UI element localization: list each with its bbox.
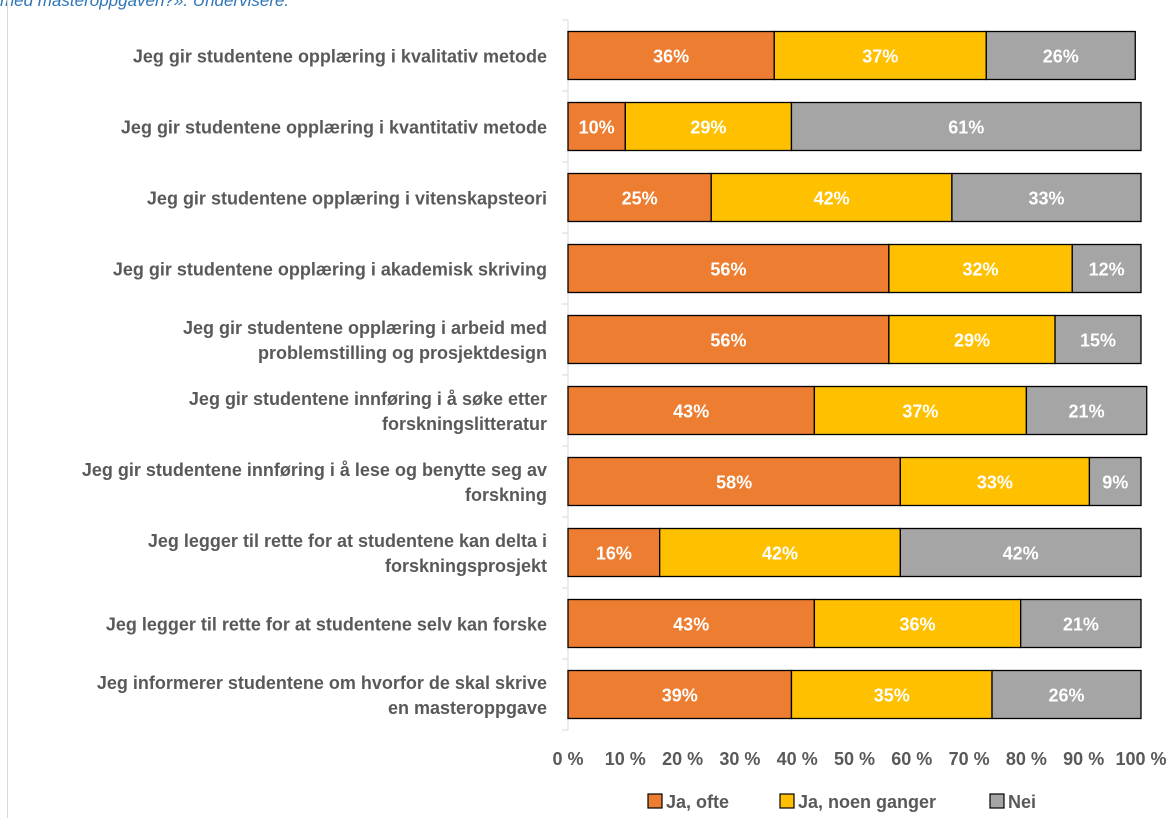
bar-data-label: 33% — [1028, 189, 1064, 209]
x-tick-label: 20 % — [662, 749, 703, 769]
bar-data-label: 25% — [622, 189, 658, 209]
bar-data-label: 21% — [1063, 615, 1099, 635]
legend-swatch — [779, 793, 795, 809]
bar-segment — [659, 527, 901, 578]
category-labels: Jeg gir studentene opplæring i kvalitati… — [82, 47, 547, 719]
chart-caption: med masteroppgaven?». Undervisere. — [0, 0, 290, 10]
bar-segment — [1071, 243, 1142, 294]
bar-data-label: 32% — [963, 260, 999, 280]
bar-data-label: 9% — [1102, 473, 1128, 493]
category-label: Jeg gir studentene opplæring i arbeid me… — [183, 318, 547, 338]
bar-data-label: 36% — [900, 615, 936, 635]
category-label: Jeg gir studentene opplæring i akademisk… — [113, 260, 547, 280]
bar-segment — [790, 669, 993, 720]
bar-data-label: 15% — [1080, 331, 1116, 351]
bar-segment — [1020, 598, 1142, 649]
bar-data-label: 43% — [673, 615, 709, 635]
bar-segment — [1054, 314, 1142, 365]
x-tick-label: 70 % — [949, 749, 990, 769]
bar-data-label: 56% — [710, 260, 746, 280]
bar-segment — [813, 385, 1028, 436]
bar-segment — [567, 172, 712, 223]
bar-segment — [985, 30, 1136, 81]
bar-segment — [567, 243, 890, 294]
legend-swatch — [989, 793, 1005, 809]
bar-data-label: 12% — [1089, 260, 1125, 280]
bar-segment — [899, 527, 1142, 578]
legend-label: Nei — [1008, 792, 1036, 812]
category-label: Jeg legger til rette for at studentene k… — [148, 531, 547, 551]
legend-swatch — [647, 793, 663, 809]
bar-segment — [951, 172, 1142, 223]
category-label: Jeg gir studentene innføring i å lese og… — [82, 460, 547, 480]
x-tick-label: 10 % — [605, 749, 646, 769]
bar-data-label: 35% — [874, 686, 910, 706]
bar-data-label: 26% — [1048, 686, 1084, 706]
bar-segment — [567, 669, 793, 720]
bar-data-label: 10% — [579, 118, 615, 138]
bar-data-label: 21% — [1069, 402, 1105, 422]
legend-label: Ja, ofte — [666, 792, 729, 812]
category-label: forskning — [465, 485, 547, 505]
category-label: forskningslitteratur — [382, 414, 547, 434]
bar-data-label: 56% — [710, 331, 746, 351]
axis-layer — [562, 19, 569, 731]
category-label: forskningsprosjekt — [385, 556, 547, 576]
legend: Ja, ofte Ja, noen ganger Nei — [647, 792, 1036, 812]
bar-segment — [888, 314, 1056, 365]
bar-data-label: 29% — [954, 331, 990, 351]
bar-segment — [1025, 385, 1148, 436]
bar-segment — [888, 243, 1073, 294]
bar-segment — [567, 314, 890, 365]
bar-data-label: 16% — [596, 544, 632, 564]
x-tick-label: 80 % — [1006, 749, 1047, 769]
bar-data-label: 33% — [977, 473, 1013, 493]
bar-segment — [1088, 456, 1142, 507]
chart-frame: 36% 37% 26% 10% 29% 61% 25% 42% 33% 56% 32% 12% 56% 2… — [7, 0, 1172, 818]
x-tick-label: 30 % — [719, 749, 760, 769]
category-label: Jeg gir studentene innføring i å søke et… — [189, 389, 547, 409]
x-tick-label: 50 % — [834, 749, 875, 769]
x-tick-label: 40 % — [777, 749, 818, 769]
bar-data-label: 58% — [716, 473, 752, 493]
bar-segment — [813, 598, 1022, 649]
x-tick-label: 60 % — [891, 749, 932, 769]
bar-data-label: 26% — [1043, 47, 1079, 67]
category-label: Jeg informerer studentene om hvorfor de … — [97, 673, 547, 693]
category-label: Jeg gir studentene opplæring i kvantitat… — [121, 118, 547, 138]
x-tick-labels: 0 % 10 % 20 % 30 % 40 % 50 % 60 % 70 % 80 % 90 % 1… — [552, 749, 1166, 769]
category-label: Jeg gir studentene opplæring i kvalitati… — [133, 47, 547, 67]
x-tick-label: 0 % — [552, 749, 583, 769]
bar-segment — [567, 456, 901, 507]
bar-segment — [567, 527, 661, 578]
bar-data-label: 37% — [902, 402, 938, 422]
bar-data-label: 42% — [1003, 544, 1039, 564]
x-tick-label: 90 % — [1063, 749, 1104, 769]
bar-segment — [567, 30, 775, 81]
bar-segment — [991, 669, 1142, 720]
stacked-bar-chart: 36% 37% 26% 10% 29% 61% 25% 42% 33% 56% 32% 12% 56% 2… — [82, 19, 1167, 812]
bar-data-label: 29% — [690, 118, 726, 138]
bar-data-label: 43% — [673, 402, 709, 422]
category-label: problemstilling og prosjektdesign — [258, 343, 547, 363]
category-label: Jeg gir studentene opplæring i vitenskap… — [147, 189, 547, 209]
legend-label: Ja, noen ganger — [798, 792, 936, 812]
bar-data-label: 61% — [948, 118, 984, 138]
bar-segment — [567, 598, 816, 649]
bar-segment — [567, 385, 816, 436]
bars-layer: 36% 37% 26% 10% 29% 61% 25% 42% 33% 56% 32% 12% 56% 2… — [567, 30, 1148, 720]
x-tick-label: 100 % — [1115, 749, 1166, 769]
category-label: Jeg legger til rette for at studentene s… — [106, 615, 547, 635]
bar-data-label: 37% — [862, 47, 898, 67]
bar-data-label: 42% — [762, 544, 798, 564]
category-label: en masteroppgave — [388, 698, 547, 718]
bar-segment — [624, 101, 793, 152]
bar-segment — [710, 172, 953, 223]
bar-data-label: 42% — [814, 189, 850, 209]
bar-data-label: 39% — [662, 686, 698, 706]
bar-data-label: 36% — [653, 47, 689, 67]
bar-segment — [790, 101, 1142, 152]
